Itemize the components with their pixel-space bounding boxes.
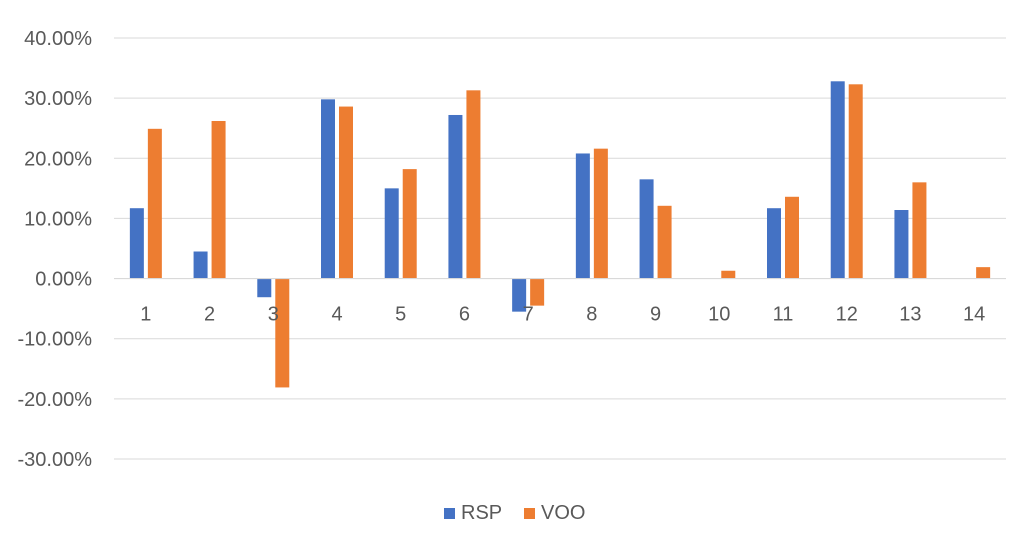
bar-voo-5 (402, 169, 417, 279)
bar-rsp-9 (639, 179, 654, 279)
bar-voo-6 (466, 90, 481, 279)
x-category-label: 3 (268, 304, 279, 326)
bar-voo-7 (530, 278, 545, 306)
x-category-label: 11 (773, 304, 794, 326)
bar-voo-1 (147, 128, 162, 279)
bar-rsp-1 (129, 208, 144, 279)
bar-rsp-12 (830, 81, 845, 279)
x-category-label: 12 (836, 304, 858, 326)
y-tick-label: 0.00% (35, 269, 92, 291)
y-tick-label: -10.00% (18, 329, 93, 351)
x-category-label: 2 (204, 304, 215, 326)
legend-label-voo: VOO (541, 502, 585, 524)
bar-voo-14 (976, 267, 991, 279)
y-tick-label: 20.00% (24, 148, 92, 170)
gridlines (114, 37, 1006, 460)
legend-swatch-voo (524, 508, 535, 519)
bar-rsp-5 (384, 188, 399, 279)
bar-voo-4 (339, 106, 353, 279)
bar-voo-10 (721, 270, 736, 279)
y-tick-label: 30.00% (24, 88, 92, 110)
x-category-label: 7 (523, 304, 534, 326)
x-category-label: 5 (395, 304, 406, 326)
x-category-label: 8 (586, 304, 597, 326)
x-category-label: 9 (650, 304, 661, 326)
bar-rsp-3 (257, 278, 272, 298)
y-tick-label: -30.00% (18, 449, 93, 471)
bar-voo-2 (211, 120, 226, 279)
legend-swatch-rsp (444, 508, 455, 519)
bar-voo-13 (912, 182, 927, 279)
bar-voo-12 (848, 84, 863, 279)
bar-rsp-4 (321, 99, 335, 279)
y-axis-tick-labels: 40.00% 30.00% 20.00% 10.00% 0.00% -10.00% -20.… (18, 28, 93, 471)
bar-voo-8 (593, 148, 608, 279)
bar-rsp-8 (575, 153, 590, 279)
bar-rsp-6 (448, 114, 463, 279)
bar-rsp-2 (193, 251, 208, 279)
y-tick-label: -20.00% (18, 389, 93, 411)
x-category-label: 1 (140, 304, 151, 326)
x-category-label: 10 (708, 304, 730, 326)
x-category-label: 4 (331, 304, 342, 326)
bar-rsp-7 (512, 278, 527, 312)
x-axis-category-labels: 1 2 3 4 5 6 7 8 9 10 11 12 13 14 (140, 304, 985, 326)
legend-label-rsp: RSP (461, 502, 502, 524)
x-category-label: 14 (963, 304, 985, 326)
y-tick-label: 10.00% (24, 208, 92, 230)
y-tick-label: 40.00% (24, 28, 92, 50)
x-category-label: 13 (899, 304, 921, 326)
bar-rsp-11 (767, 208, 781, 279)
bar-voo-3 (275, 278, 290, 388)
bar-voo-11 (785, 196, 799, 279)
legend: RSP VOO (444, 502, 585, 524)
bar-voo-9 (657, 205, 672, 279)
bars (129, 81, 991, 388)
bar-rsp-13 (894, 210, 909, 279)
x-category-label: 6 (459, 304, 470, 326)
